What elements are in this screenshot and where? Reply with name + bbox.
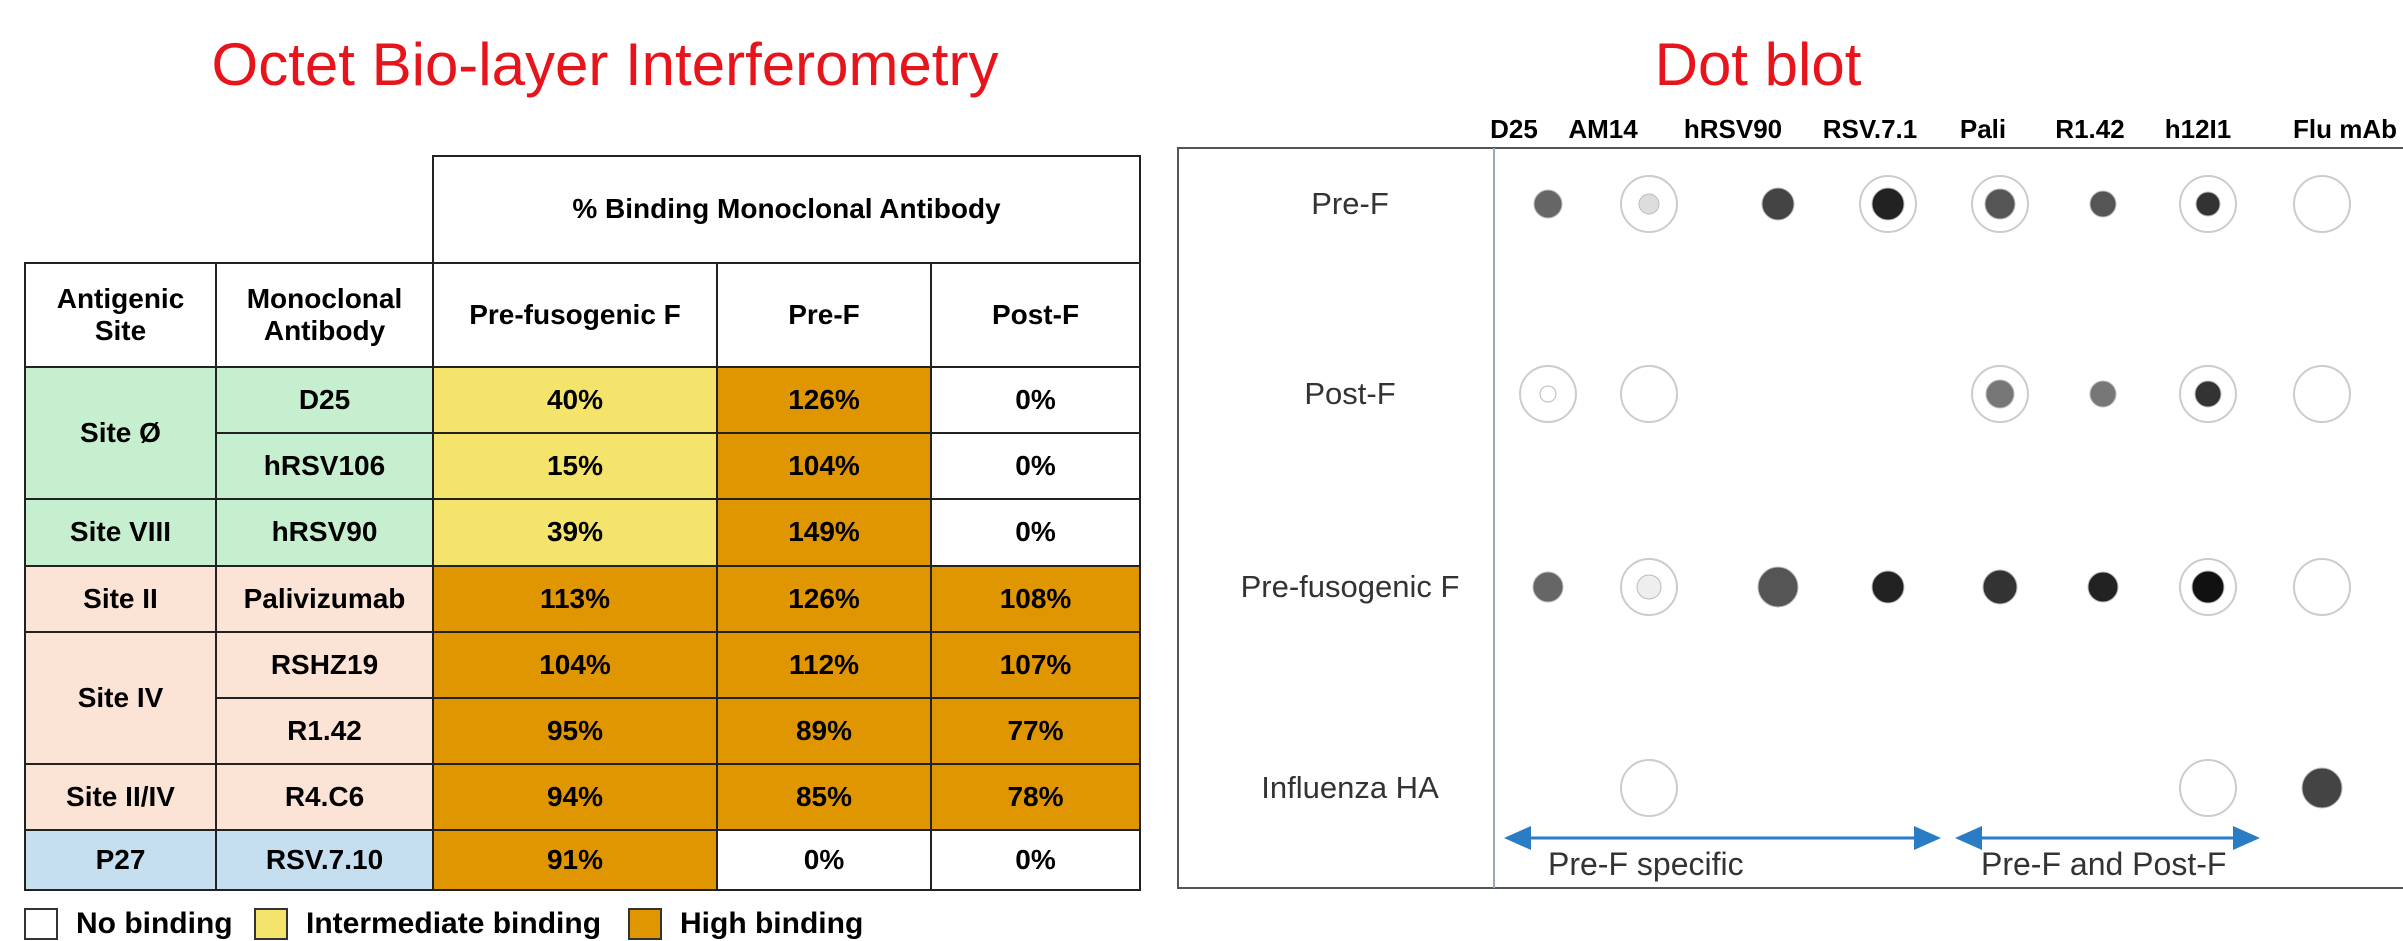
- dot: [1758, 567, 1798, 607]
- dot-ring: [2294, 366, 2350, 422]
- dot: [1872, 188, 1904, 220]
- dots: [1520, 176, 2350, 816]
- dot: [1983, 570, 2017, 604]
- dot: [2195, 381, 2221, 407]
- dot: [1872, 571, 1904, 603]
- dot-ring: [2294, 559, 2350, 615]
- column-label: h12I1: [2165, 114, 2232, 144]
- page: Octet Bio-layer Interferometry Dot blot …: [0, 0, 2403, 939]
- dot: [2088, 572, 2118, 602]
- dot: [1639, 194, 1659, 214]
- dot: [1534, 190, 1562, 218]
- dot-ring: [2294, 176, 2350, 232]
- row-label: Post-F: [1304, 376, 1395, 411]
- dot: [1985, 189, 2015, 219]
- dot: [1986, 380, 2014, 408]
- row-label: Pre-fusogenic F: [1241, 569, 1460, 604]
- dot: [2196, 192, 2220, 216]
- dot-ring: [1621, 366, 1677, 422]
- column-label: Flu mAb: [2293, 114, 2397, 144]
- dot-ring: [2180, 760, 2236, 816]
- row-label: Pre-F: [1311, 186, 1389, 221]
- column-label: Pali: [1960, 114, 2006, 144]
- dot: [1533, 572, 1563, 602]
- annotation: Pre-F specific: [1548, 846, 1744, 882]
- dot: [1637, 575, 1661, 599]
- dot-blot: D25 AM14 hRSV90 RSV.7.1 Pali R1.42 h12I1 Flu mA…: [0, 0, 2403, 939]
- annotation: Pre-F and Post-F: [1981, 846, 2226, 882]
- dot: [1762, 188, 1794, 220]
- dot: [2192, 571, 2224, 603]
- dot: [2302, 768, 2342, 808]
- dot-ring: [1621, 760, 1677, 816]
- row-label: Influenza HA: [1261, 770, 1439, 805]
- column-label: RSV.7.1: [1823, 114, 1917, 144]
- column-label: R1.42: [2055, 114, 2124, 144]
- column-label: D25: [1490, 114, 1538, 144]
- column-label: AM14: [1568, 114, 1638, 144]
- dot: [2090, 191, 2116, 217]
- dot: [2090, 381, 2116, 407]
- column-label: hRSV90: [1684, 114, 1782, 144]
- dot: [1540, 386, 1556, 402]
